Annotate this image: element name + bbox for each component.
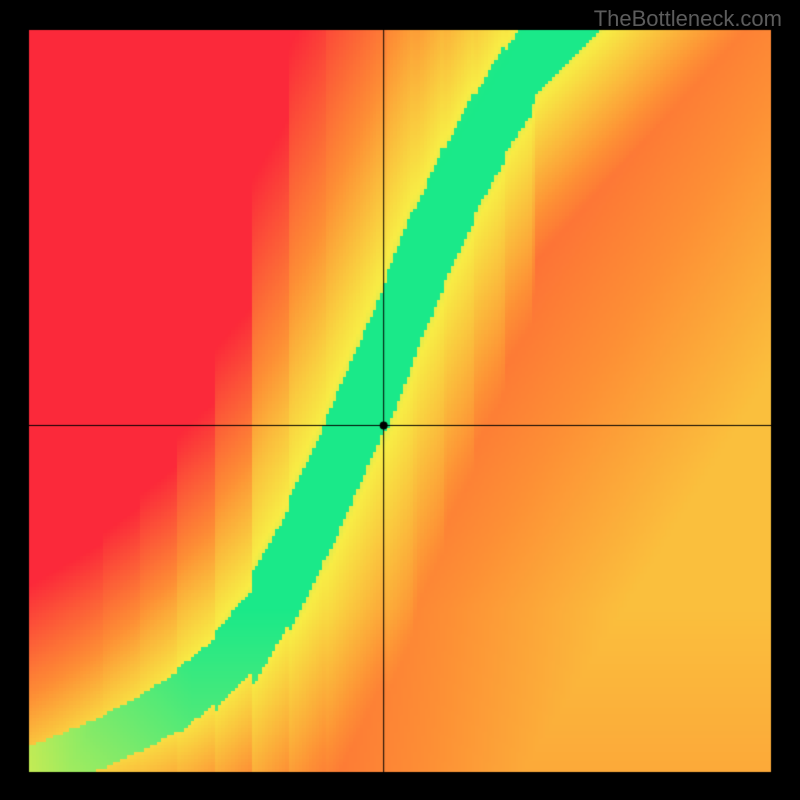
bottleneck-heatmap xyxy=(0,0,800,800)
watermark-text: TheBottleneck.com xyxy=(594,6,782,32)
